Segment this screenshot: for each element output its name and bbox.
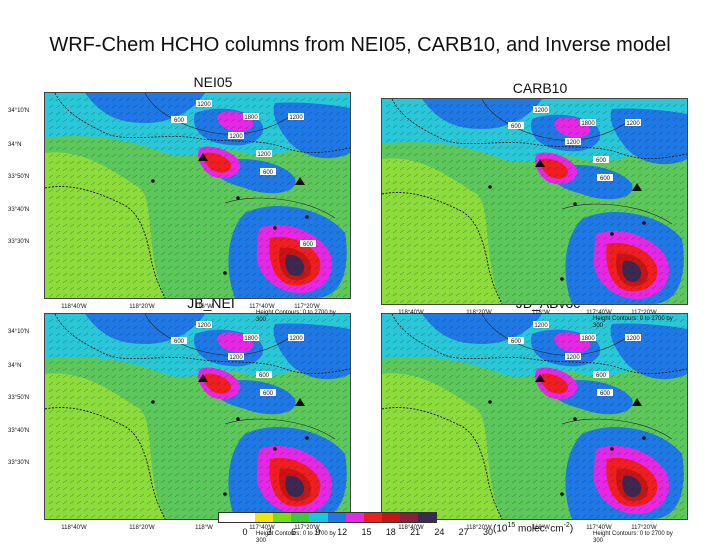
lon-label: 118°40'W — [61, 525, 86, 531]
map-panel-jb-abvoc: 1200 600 1800 1200 1200 600 600 — [381, 313, 688, 520]
contour-label: 600 — [174, 339, 185, 345]
colorbar-tick-label: 0 — [242, 527, 247, 537]
figure-title: WRF-Chem HCHO columns from NEI05, CARB10… — [0, 34, 720, 57]
colorbar-tick-label: 12 — [337, 527, 347, 537]
contour-label: 1800 — [581, 121, 595, 127]
map-panel-jb-nei: 1200 600 1800 1200 1200 600 600 — [44, 313, 351, 520]
contour-label: 1200 — [197, 102, 211, 108]
colorbar-tick-label: 30 — [483, 527, 493, 537]
lon-label: 118°W — [195, 304, 213, 310]
contour-label: 1200 — [257, 152, 271, 158]
colorbar — [218, 512, 437, 523]
lat-label: 34°10'N — [8, 329, 29, 335]
contour-label: 600 — [174, 118, 185, 124]
contour-label: 1200 — [566, 140, 580, 146]
contour-label: 1200 — [289, 115, 303, 121]
contour-label: 600 — [511, 339, 522, 345]
lon-label: 118°W — [532, 310, 550, 316]
panel-title-nei05: NEI05 — [143, 74, 283, 90]
contour-label: 1200 — [626, 336, 640, 342]
contour-label: 600 — [263, 170, 274, 176]
contour-label: 600 — [596, 373, 607, 379]
colorbar-swatch — [291, 513, 309, 522]
contour-label: 1800 — [244, 336, 258, 342]
contour-label: 600 — [600, 176, 611, 182]
map-panel-nei05: 1200 600 1800 1200 1200 1200 600 600 — [44, 92, 351, 299]
contour-label: 600 — [596, 158, 607, 164]
colorbar-tick-label: 3 — [267, 527, 272, 537]
colorbar-swatch — [309, 513, 327, 522]
contour-note: Height Contours: 0 to 2700 by 300 — [256, 310, 336, 324]
lat-label: 33°30'N — [8, 239, 29, 245]
contour-label: 1800 — [244, 115, 258, 121]
contour-label: 1200 — [534, 323, 548, 329]
contour-label: 1200 — [229, 134, 243, 140]
contour-label: 600 — [263, 391, 274, 397]
contour-label: 1200 — [289, 336, 303, 342]
contour-label: 600 — [303, 242, 314, 248]
lat-label: 33°50'N — [8, 395, 29, 401]
contour-label: 1200 — [566, 355, 580, 361]
contour-label: 1200 — [626, 121, 640, 127]
colorbar-swatch — [382, 513, 400, 522]
contour-label: 1200 — [229, 355, 243, 361]
contour-label: 600 — [259, 373, 270, 379]
contour-note: Height Contours: 0 to 2700 by 300 — [593, 531, 673, 545]
lon-label: 118°40'W — [61, 304, 86, 310]
lat-label: 33°50'N — [8, 174, 29, 180]
contour-label: 1200 — [534, 108, 548, 114]
map-panel-carb10: 1200 600 1800 1200 1200 600 600 — [381, 98, 688, 305]
lon-label: 118°20'W — [129, 525, 154, 531]
lat-label: 33°30'N — [8, 460, 29, 466]
colorbar-swatch — [400, 513, 418, 522]
colorbar-tick-label: 9 — [315, 527, 320, 537]
lon-label: 118°40'W — [398, 310, 423, 316]
colorbar-tick-label: 27 — [459, 527, 469, 537]
lon-label: 118°20'W — [466, 310, 491, 316]
colorbar-swatch — [255, 513, 273, 522]
contour-label: 1800 — [581, 336, 595, 342]
panel-title-carb10: CARB10 — [470, 80, 610, 96]
lat-label: 34°N — [8, 363, 21, 369]
lat-label: 33°40'N — [8, 428, 29, 434]
colorbar-swatch — [364, 513, 382, 522]
colorbar-tick-label: 24 — [434, 527, 444, 537]
colorbar-swatch — [237, 513, 255, 522]
colorbar-units: (1015 molec. cm-2) — [493, 522, 573, 534]
colorbar-swatch — [328, 513, 346, 522]
colorbar-swatch — [346, 513, 364, 522]
colorbar-tick-label: 21 — [410, 527, 420, 537]
contour-label: 1200 — [197, 323, 211, 329]
lon-label: 118°W — [195, 525, 213, 531]
contour-note: Height Contours: 0 to 2700 by 300 — [593, 316, 673, 330]
contour-label: 600 — [600, 391, 611, 397]
lon-label: 118°20'W — [129, 304, 154, 310]
colorbar-swatch — [418, 513, 436, 522]
colorbar-swatch — [219, 513, 237, 522]
lat-label: 34°10'N — [8, 108, 29, 114]
lat-label: 33°40'N — [8, 207, 29, 213]
lat-label: 34°N — [8, 142, 21, 148]
colorbar-tick-label: 15 — [361, 527, 371, 537]
contour-label: 600 — [511, 124, 522, 130]
colorbar-tick-label: 6 — [291, 527, 296, 537]
colorbar-swatch — [273, 513, 291, 522]
colorbar-tick-label: 18 — [386, 527, 396, 537]
